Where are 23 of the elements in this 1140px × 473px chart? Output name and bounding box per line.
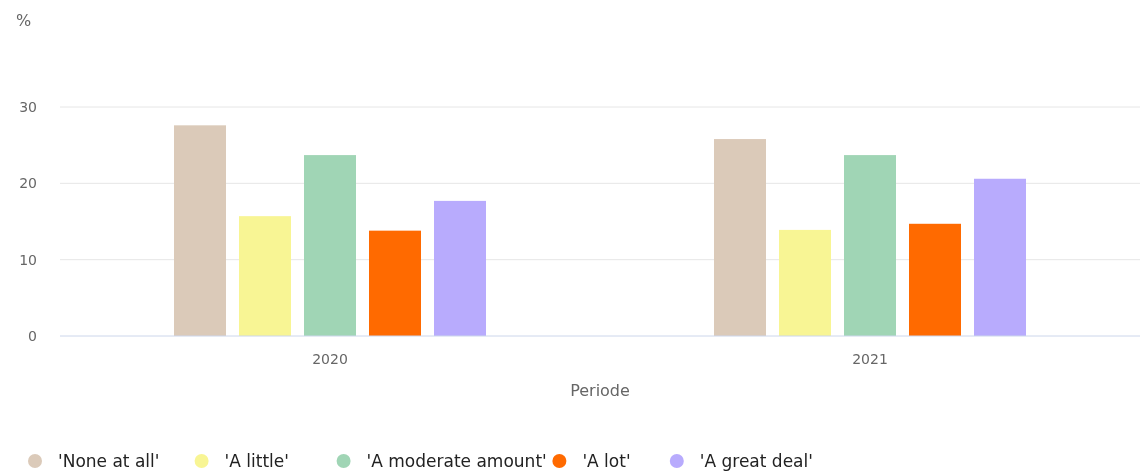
- x-tick-label: 2020: [312, 351, 348, 367]
- legend-label: 'A moderate amount': [366, 451, 547, 471]
- y-tick-label: 30: [19, 99, 37, 115]
- legend-label: 'A lot': [582, 451, 631, 471]
- bar: [714, 139, 766, 336]
- y-tick-label: 20: [19, 175, 37, 192]
- bar: [239, 216, 291, 336]
- bar: [304, 155, 356, 336]
- bar: [174, 125, 226, 336]
- x-tick-label: 2021: [852, 351, 888, 367]
- bar: [909, 223, 961, 336]
- legend-label: 'None at all': [58, 451, 160, 471]
- bar: [779, 229, 831, 336]
- bar: [369, 230, 421, 336]
- legend-label: 'A little': [224, 451, 289, 471]
- y-axis-title: %: [16, 11, 32, 30]
- bar: [844, 155, 896, 336]
- bar: [434, 200, 486, 336]
- x-axis-title: Periode: [570, 381, 630, 400]
- y-tick-label: 0: [28, 328, 37, 344]
- bar: [974, 178, 1026, 336]
- y-tick-label: 10: [19, 251, 37, 268]
- legend-label: 'A great deal': [699, 451, 813, 471]
